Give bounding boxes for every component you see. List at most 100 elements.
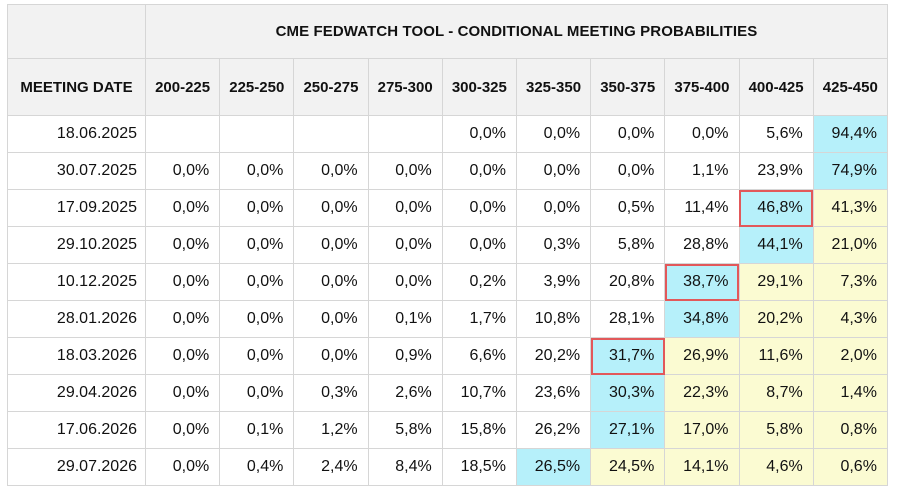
- probability-cell: [367, 115, 443, 153]
- title-row: CME FEDWATCH TOOL - CONDITIONAL MEETING …: [7, 4, 888, 59]
- probability-cell: 5,8%: [367, 411, 443, 449]
- meeting-date-cell: 18.06.2025: [7, 115, 146, 153]
- probability-cell: [219, 115, 295, 153]
- probability-cell: 0,0%: [144, 263, 221, 301]
- fedwatch-table-container: CME FEDWATCH TOOL - CONDITIONAL MEETING …: [7, 4, 888, 486]
- probability-cell: 0,0%: [441, 115, 517, 153]
- probability-cell: 0,2%: [441, 263, 517, 301]
- probability-cell: 6,6%: [441, 337, 517, 375]
- meeting-date-cell: 10.12.2025: [7, 263, 146, 301]
- probability-cell: 0,8%: [812, 411, 888, 449]
- probability-cell: 0,0%: [144, 411, 221, 449]
- probability-cell: 0,0%: [515, 152, 592, 190]
- probability-cell: [144, 115, 221, 153]
- probability-cell: 1,2%: [293, 411, 369, 449]
- probability-cell: 8,4%: [367, 448, 443, 486]
- table-row: 10.12.2025 0,0% 0,0% 0,0% 0,0% 0,2% 3,9% 20,8% 3…: [7, 263, 888, 301]
- meeting-date-header: MEETING DATE: [7, 58, 146, 116]
- probability-cell: 0,0%: [293, 189, 369, 227]
- corner-cell: [7, 4, 146, 59]
- probability-cell: 74,9%: [812, 152, 888, 190]
- probability-cell: 20,2%: [515, 337, 592, 375]
- probability-cell: 30,3%: [590, 374, 666, 412]
- probability-cell: 0,0%: [293, 300, 369, 338]
- table-row: 17.06.2026 0,0% 0,1% 1,2% 5,8% 15,8% 26,2% 27,1…: [7, 411, 888, 449]
- highlighted-probability-cell: 46,8%: [738, 189, 814, 227]
- probability-cell: 0,0%: [219, 300, 295, 338]
- probability-cell: 28,8%: [664, 226, 740, 264]
- probability-cell: 20,8%: [590, 263, 666, 301]
- probability-cell: 0,0%: [441, 152, 517, 190]
- meeting-date-cell: 17.06.2026: [7, 411, 146, 449]
- probability-cell: 0,0%: [144, 300, 221, 338]
- column-header-225-250: 225-250: [219, 58, 295, 116]
- table-body: 18.06.2025 0,0% 0,0% 0,0% 0,0% 5,6% 94,4% 30.07…: [7, 115, 888, 486]
- probability-table: CME FEDWATCH TOOL - CONDITIONAL MEETING …: [7, 4, 888, 486]
- probability-cell: 21,0%: [812, 226, 888, 264]
- probability-cell: 0,0%: [144, 152, 221, 190]
- column-header-375-400: 375-400: [664, 58, 740, 116]
- probability-cell: 0,4%: [219, 448, 295, 486]
- probability-cell: 4,3%: [812, 300, 888, 338]
- column-header-350-375: 350-375: [590, 58, 666, 116]
- probability-cell: 0,0%: [219, 337, 295, 375]
- probability-cell: 0,3%: [515, 226, 592, 264]
- probability-cell: 1,4%: [812, 374, 888, 412]
- meeting-date-cell: 29.07.2026: [7, 448, 146, 486]
- probability-cell: 94,4%: [812, 115, 888, 153]
- probability-cell: 0,0%: [293, 263, 369, 301]
- probability-cell: 2,4%: [293, 448, 369, 486]
- probability-cell: 23,9%: [738, 152, 814, 190]
- column-header-200-225: 200-225: [144, 58, 221, 116]
- probability-cell: 2,0%: [812, 337, 888, 375]
- probability-cell: 15,8%: [441, 411, 517, 449]
- probability-cell: 0,5%: [590, 189, 666, 227]
- probability-cell: 8,7%: [738, 374, 814, 412]
- probability-cell: 26,5%: [515, 448, 592, 486]
- column-header-400-425: 400-425: [738, 58, 814, 116]
- probability-cell: 0,0%: [367, 189, 443, 227]
- probability-cell: 1,1%: [664, 152, 740, 190]
- probability-cell: 28,1%: [590, 300, 666, 338]
- probability-cell: 0,6%: [812, 448, 888, 486]
- probability-cell: 0,0%: [293, 226, 369, 264]
- probability-cell: 0,0%: [219, 189, 295, 227]
- table-row: 29.07.2026 0,0% 0,4% 2,4% 8,4% 18,5% 26,5% 24,5…: [7, 448, 888, 486]
- probability-cell: 0,0%: [441, 226, 517, 264]
- probability-cell: 22,3%: [664, 374, 740, 412]
- probability-cell: 26,9%: [664, 337, 740, 375]
- meeting-date-cell: 28.01.2026: [7, 300, 146, 338]
- probability-cell: 0,0%: [293, 337, 369, 375]
- probability-cell: 0,0%: [219, 226, 295, 264]
- table-title: CME FEDWATCH TOOL - CONDITIONAL MEETING …: [145, 4, 888, 59]
- probability-cell: 0,0%: [219, 374, 295, 412]
- probability-cell: 0,0%: [590, 115, 666, 153]
- probability-cell: 0,0%: [144, 374, 221, 412]
- highlighted-probability-cell: 31,7%: [590, 337, 666, 375]
- column-header-row: MEETING DATE 200-225 225-250 250-275 275-30…: [7, 58, 888, 116]
- table-row: 28.01.2026 0,0% 0,0% 0,0% 0,1% 1,7% 10,8% 28,1%…: [7, 300, 888, 338]
- probability-cell: 44,1%: [738, 226, 814, 264]
- highlighted-probability-cell: 38,7%: [664, 263, 740, 301]
- probability-cell: 1,7%: [441, 300, 517, 338]
- probability-cell: 5,8%: [590, 226, 666, 264]
- probability-cell: 0,0%: [367, 226, 443, 264]
- probability-cell: 34,8%: [664, 300, 740, 338]
- meeting-date-cell: 30.07.2025: [7, 152, 146, 190]
- probability-cell: 0,0%: [144, 226, 221, 264]
- probability-cell: 0,0%: [219, 263, 295, 301]
- probability-cell: 10,8%: [515, 300, 592, 338]
- probability-cell: [293, 115, 369, 153]
- column-header-325-350: 325-350: [515, 58, 592, 116]
- probability-cell: 23,6%: [515, 374, 592, 412]
- column-header-250-275: 250-275: [293, 58, 369, 116]
- probability-cell: 20,2%: [738, 300, 814, 338]
- probability-cell: 0,0%: [367, 152, 443, 190]
- probability-cell: 11,6%: [738, 337, 814, 375]
- table-row: 29.04.2026 0,0% 0,0% 0,3% 2,6% 10,7% 23,6% 30,3…: [7, 374, 888, 412]
- probability-cell: 18,5%: [441, 448, 517, 486]
- meeting-date-cell: 29.10.2025: [7, 226, 146, 264]
- probability-cell: 41,3%: [812, 189, 888, 227]
- probability-cell: 17,0%: [664, 411, 740, 449]
- probability-cell: 14,1%: [664, 448, 740, 486]
